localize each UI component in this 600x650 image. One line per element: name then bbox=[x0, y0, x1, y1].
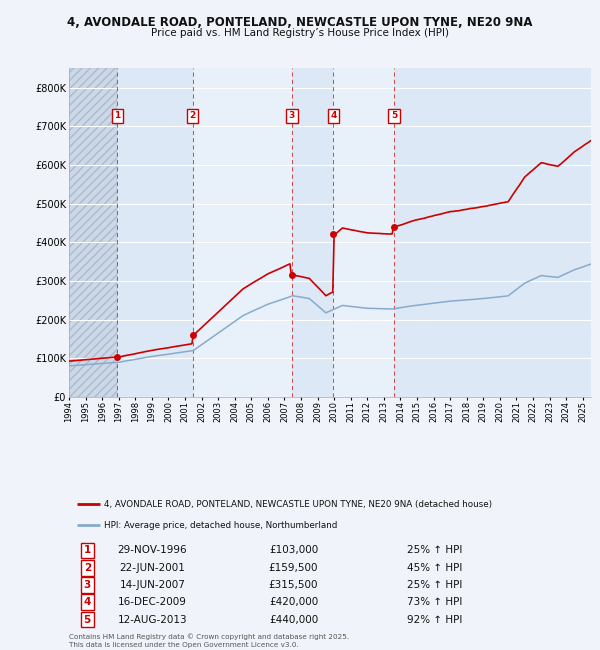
Text: 92% ↑ HPI: 92% ↑ HPI bbox=[407, 615, 462, 625]
Text: 4, AVONDALE ROAD, PONTELAND, NEWCASTLE UPON TYNE, NE20 9NA: 4, AVONDALE ROAD, PONTELAND, NEWCASTLE U… bbox=[67, 16, 533, 29]
Text: £440,000: £440,000 bbox=[269, 615, 318, 625]
Text: HPI: Average price, detached house, Northumberland: HPI: Average price, detached house, Nort… bbox=[104, 521, 338, 530]
Text: 5: 5 bbox=[391, 111, 397, 120]
Text: 45% ↑ HPI: 45% ↑ HPI bbox=[407, 563, 462, 573]
Text: £420,000: £420,000 bbox=[269, 597, 318, 607]
Bar bbox=[117, 68, 193, 397]
Text: 1: 1 bbox=[83, 545, 91, 555]
Text: 4: 4 bbox=[83, 597, 91, 607]
Text: 25% ↑ HPI: 25% ↑ HPI bbox=[407, 545, 462, 555]
Text: £315,500: £315,500 bbox=[269, 580, 318, 590]
Text: £103,000: £103,000 bbox=[269, 545, 318, 555]
Bar bbox=[193, 68, 292, 397]
Text: Contains HM Land Registry data © Crown copyright and database right 2025.
This d: Contains HM Land Registry data © Crown c… bbox=[69, 633, 349, 648]
Bar bbox=[292, 68, 334, 397]
Text: 5: 5 bbox=[83, 615, 91, 625]
Text: 2: 2 bbox=[190, 111, 196, 120]
Text: 22-JUN-2001: 22-JUN-2001 bbox=[119, 563, 185, 573]
Text: £159,500: £159,500 bbox=[269, 563, 318, 573]
Text: 4: 4 bbox=[330, 111, 337, 120]
Text: 4, AVONDALE ROAD, PONTELAND, NEWCASTLE UPON TYNE, NE20 9NA (detached house): 4, AVONDALE ROAD, PONTELAND, NEWCASTLE U… bbox=[104, 500, 493, 509]
Text: 73% ↑ HPI: 73% ↑ HPI bbox=[407, 597, 462, 607]
Text: 3: 3 bbox=[289, 111, 295, 120]
Text: 12-AUG-2013: 12-AUG-2013 bbox=[118, 615, 187, 625]
Bar bbox=[69, 68, 117, 397]
Bar bbox=[69, 68, 117, 397]
Text: 25% ↑ HPI: 25% ↑ HPI bbox=[407, 580, 462, 590]
Text: 14-JUN-2007: 14-JUN-2007 bbox=[119, 580, 185, 590]
Text: 16-DEC-2009: 16-DEC-2009 bbox=[118, 597, 187, 607]
Text: 1: 1 bbox=[114, 111, 121, 120]
Text: 29-NOV-1996: 29-NOV-1996 bbox=[118, 545, 187, 555]
Bar bbox=[394, 68, 591, 397]
Text: Price paid vs. HM Land Registry’s House Price Index (HPI): Price paid vs. HM Land Registry’s House … bbox=[151, 28, 449, 38]
Bar bbox=[334, 68, 394, 397]
Text: 2: 2 bbox=[83, 563, 91, 573]
Text: 3: 3 bbox=[83, 580, 91, 590]
